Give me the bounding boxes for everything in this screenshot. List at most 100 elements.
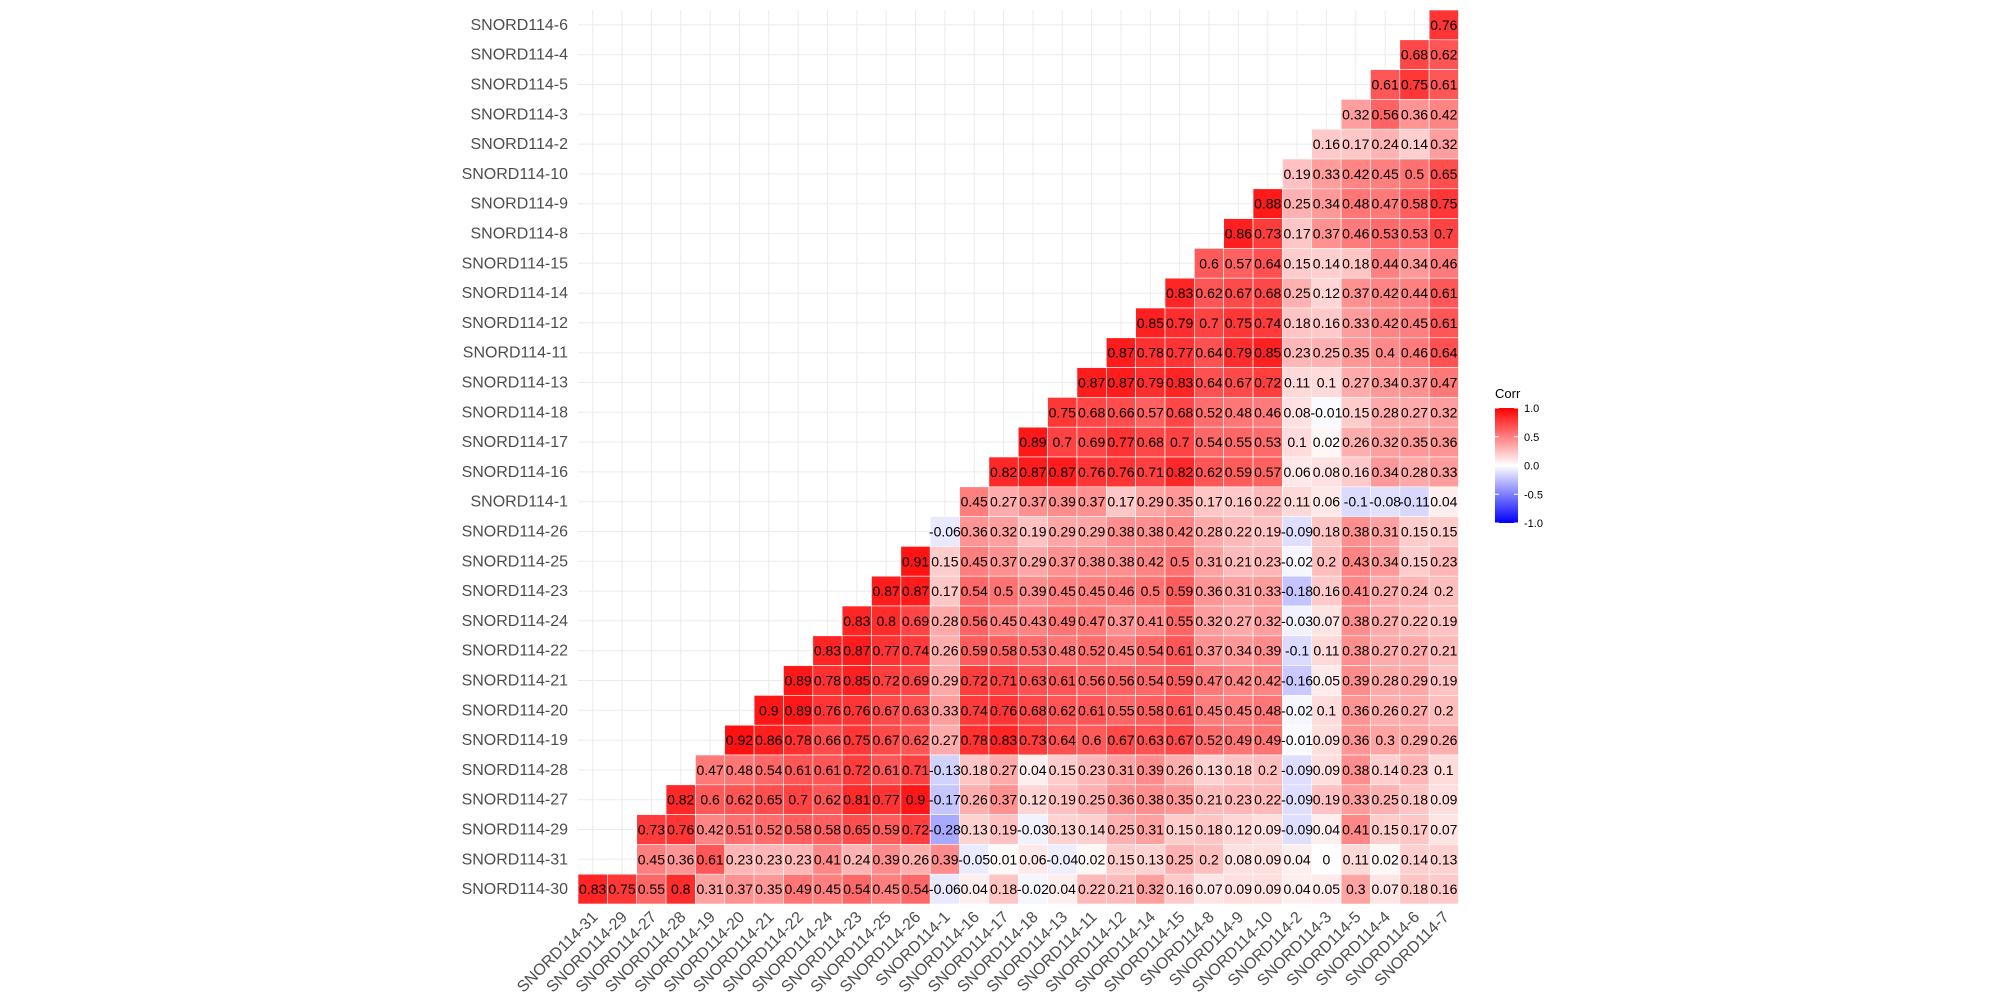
- heatmap-cell: [1428, 337, 1459, 368]
- cell-value: 0.36: [1430, 434, 1457, 450]
- cell-value: 0.78: [1137, 345, 1164, 361]
- y-tick-label: SNORD114-2: [470, 136, 568, 153]
- cell-value: -0.05: [958, 851, 990, 867]
- heatmap-cell: [871, 635, 902, 666]
- heatmap-cell: [1223, 486, 1254, 517]
- cell-value: 0.27: [1342, 375, 1369, 391]
- heatmap-cell: [1076, 486, 1107, 517]
- heatmap-cell: [988, 814, 1019, 845]
- cell-value: 0.1: [1317, 702, 1337, 718]
- heatmap-cell: [959, 486, 990, 517]
- heatmap-cell: [695, 784, 726, 815]
- cell-value: 0.45: [873, 881, 900, 897]
- heatmap-cell: [783, 873, 814, 905]
- heatmap-cell: [929, 546, 960, 577]
- cell-value: 0.14: [1313, 255, 1340, 271]
- heatmap-cell: [1194, 575, 1224, 607]
- cell-value: 0.62: [1049, 702, 1076, 718]
- heatmap-cell: [1399, 486, 1430, 517]
- cell-value: 0.53: [1372, 226, 1399, 242]
- y-tick-label: SNORD114-21: [462, 673, 569, 690]
- heatmap-cell: [841, 754, 872, 786]
- cell-value: 0.58: [785, 822, 812, 838]
- heatmap-cell: [1252, 307, 1283, 339]
- cell-value: 0.32: [1342, 106, 1369, 122]
- heatmap-cell: [988, 754, 1019, 786]
- y-tick-label: SNORD114-20: [462, 702, 569, 719]
- heatmap-cell: [724, 724, 755, 756]
- cell-value: 0.45: [1401, 315, 1428, 331]
- heatmap-cell: [1223, 784, 1254, 815]
- cell-value: 0.15: [1342, 404, 1369, 420]
- y-tick-label: SNORD114-4: [470, 47, 568, 64]
- heatmap-cell: [1370, 128, 1401, 160]
- cell-value: 0.34: [1372, 553, 1399, 569]
- heatmap-cell: [1135, 397, 1166, 428]
- heatmap-cell: [1282, 277, 1313, 309]
- heatmap-cell: [1135, 844, 1166, 875]
- cell-value: 0.41: [814, 851, 841, 867]
- cell-value: 0.72: [961, 673, 988, 689]
- heatmap-cell: [1164, 367, 1195, 398]
- cell-value: 0.39: [1019, 583, 1046, 599]
- cell-value: 0.27: [990, 762, 1017, 778]
- cell-value: 0.02: [1313, 434, 1340, 450]
- cell-value: 0.61: [785, 762, 812, 778]
- heatmap-cell: [1399, 456, 1430, 488]
- cell-value: 0.09: [1313, 732, 1340, 748]
- heatmap-cell: [812, 635, 843, 666]
- cell-value: 0.26: [902, 851, 929, 867]
- heatmap-cell: [871, 605, 902, 637]
- cell-value: 0.63: [1019, 673, 1046, 689]
- cell-value: 0.75: [1049, 404, 1076, 420]
- heatmap-cell: [929, 844, 960, 875]
- cell-value: -0.08: [1369, 494, 1401, 510]
- cell-value: 0.85: [1137, 315, 1164, 331]
- cell-value: 0.33: [1430, 464, 1457, 480]
- cell-value: 0.52: [1195, 404, 1222, 420]
- cell-value: 0.55: [1166, 613, 1193, 629]
- heatmap-cell: [753, 784, 784, 815]
- heatmap-cell: [1194, 695, 1224, 726]
- heatmap-cell: [1428, 397, 1459, 428]
- cell-value: 0.61: [1166, 702, 1193, 718]
- cell-value: 0.78: [814, 673, 841, 689]
- cell-value: -0.09: [1281, 524, 1313, 540]
- y-tick-label: SNORD114-6: [470, 17, 568, 34]
- cell-value: 0.12: [1225, 822, 1252, 838]
- cell-value: 0.54: [1137, 673, 1164, 689]
- heatmap-cell: [900, 814, 931, 845]
- cell-value: 0.22: [1254, 494, 1281, 510]
- heatmap-cell: [1047, 546, 1078, 577]
- heatmap-cell: [988, 546, 1019, 577]
- cell-value: 0.19: [1313, 792, 1340, 808]
- cell-value: 0.24: [1401, 583, 1428, 599]
- heatmap-cell: [1164, 277, 1195, 309]
- cell-value: 0.53: [1254, 434, 1281, 450]
- heatmap-cell: [1370, 426, 1401, 458]
- cell-value: 0.39: [1254, 643, 1281, 659]
- heatmap-cell: [1282, 873, 1313, 905]
- heatmap-cell: [1311, 516, 1342, 547]
- y-tick-label: SNORD114-5: [470, 77, 568, 94]
- heatmap-cell: [1076, 426, 1107, 458]
- y-tick-label: SNORD114-27: [462, 792, 569, 809]
- cell-value: 0.56: [961, 613, 988, 629]
- cell-value: 0.52: [755, 822, 782, 838]
- cell-value: 0.87: [1078, 375, 1105, 391]
- heatmap-cell: [1135, 337, 1166, 368]
- heatmap-cell: [1164, 337, 1195, 368]
- y-tick-label: SNORD114-9: [470, 196, 568, 213]
- heatmap-cell: [1428, 128, 1459, 160]
- cell-value: 0.6: [700, 792, 720, 808]
- cell-value: 0.64: [1430, 345, 1457, 361]
- heatmap-cell: [1164, 695, 1195, 726]
- cell-value: 0.62: [1195, 464, 1222, 480]
- heatmap-cell: [1106, 873, 1136, 905]
- heatmap-cell: [1076, 844, 1107, 875]
- cell-value: -0.16: [1281, 673, 1313, 689]
- heatmap-cell: [841, 635, 872, 666]
- heatmap-cell: [1047, 605, 1078, 637]
- cell-value: 0.36: [1401, 106, 1428, 122]
- heatmap-cell: [1106, 605, 1136, 637]
